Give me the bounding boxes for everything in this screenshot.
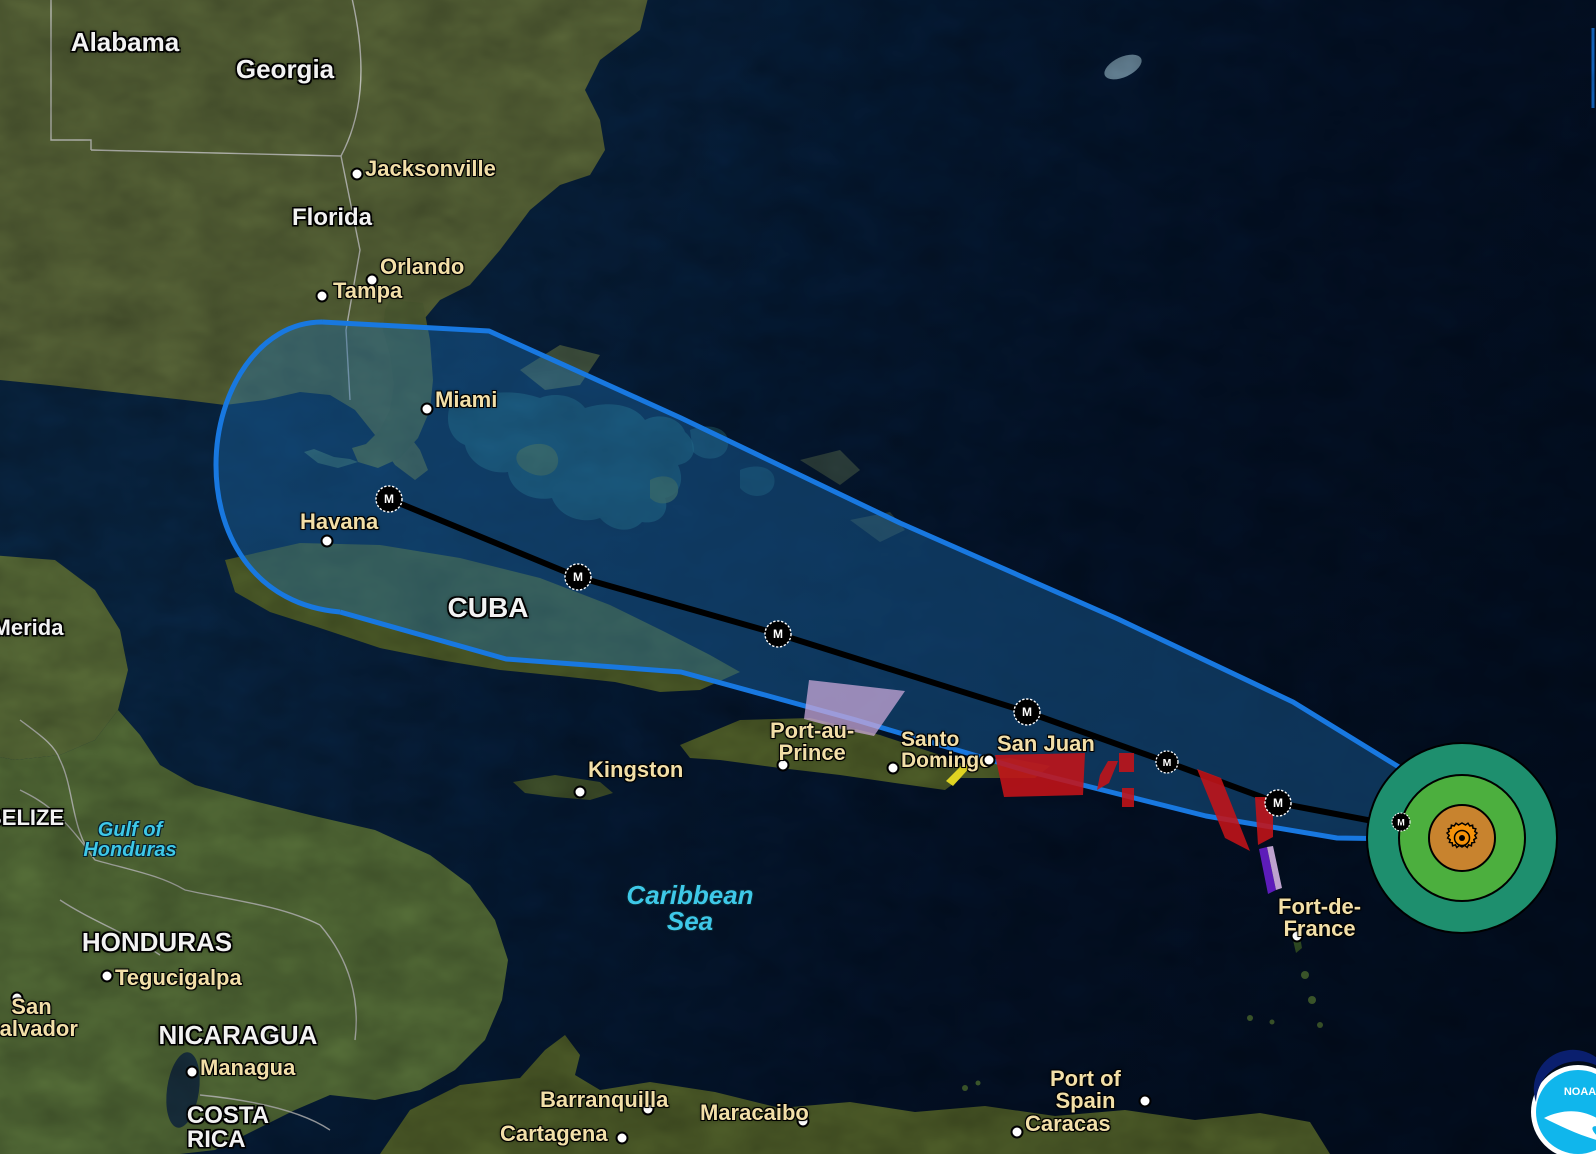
svg-text:M: M (384, 492, 394, 506)
svg-text:M: M (1163, 757, 1172, 769)
svg-text:M: M (773, 627, 783, 641)
svg-text:NOAA: NOAA (1564, 1086, 1596, 1098)
svg-text:M: M (1273, 796, 1283, 810)
svg-text:M: M (1022, 705, 1032, 719)
svg-text:M: M (1397, 817, 1405, 827)
svg-text:M: M (573, 570, 583, 584)
